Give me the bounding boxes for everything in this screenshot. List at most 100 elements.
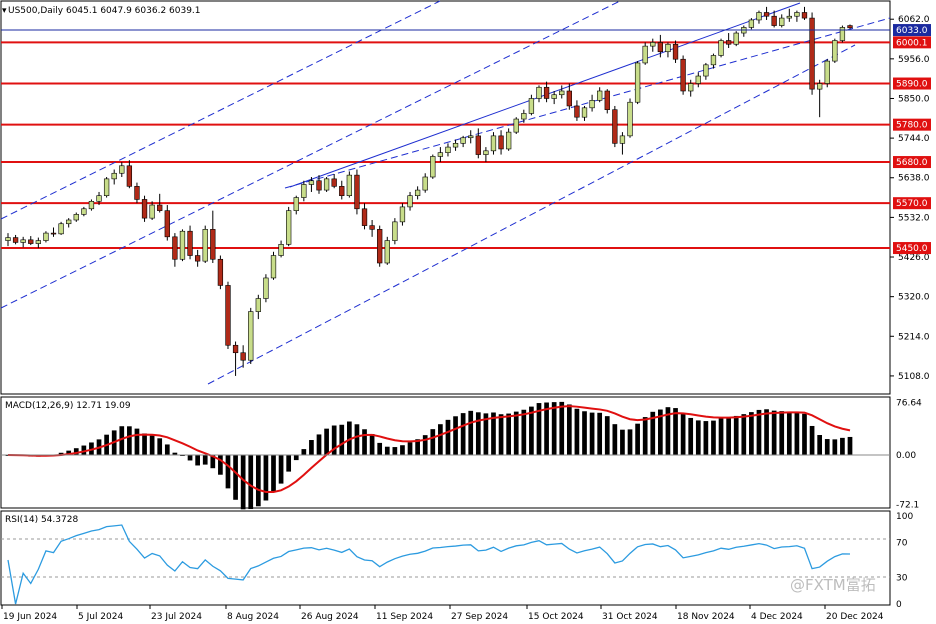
macd-histogram-bar — [187, 455, 193, 461]
candle-body — [528, 98, 535, 114]
macd-histogram-bar — [589, 412, 595, 455]
candle-body — [786, 15, 792, 19]
macd-histogram-bar — [346, 421, 352, 455]
candle-body — [559, 90, 565, 96]
candle-body — [756, 12, 762, 21]
candle — [179, 229, 186, 262]
x-tick-label: 11 Sep 2024 — [376, 612, 433, 622]
candle-body — [240, 352, 246, 361]
y-tick-label: 5850.0 — [898, 94, 930, 104]
candle-body — [710, 55, 717, 66]
macd-histogram-bar — [430, 429, 436, 455]
candle-body — [187, 230, 193, 256]
candle-body — [422, 176, 428, 191]
macd-y-tick-label: 76.64 — [896, 398, 922, 408]
collapse-triangle-icon[interactable]: ▾ — [2, 6, 7, 16]
level-label-box — [893, 77, 931, 90]
macd-histogram-bar — [248, 455, 254, 510]
candle — [119, 162, 125, 177]
macd-histogram-bar — [210, 455, 216, 469]
macd-histogram-bar — [597, 412, 603, 455]
candle — [839, 25, 846, 43]
candle — [490, 132, 497, 155]
macd-histogram-bar — [786, 411, 792, 455]
candle — [817, 79, 823, 118]
candle-body — [179, 230, 186, 260]
candle-body — [763, 12, 770, 17]
candle — [81, 206, 87, 217]
candle — [263, 274, 269, 303]
macd-histogram-bar — [362, 429, 367, 455]
level-label: 5570.0 — [896, 199, 928, 209]
macd-histogram-bar — [521, 409, 527, 455]
macd-histogram-bar — [559, 401, 565, 455]
macd-histogram-bar — [415, 439, 420, 455]
macd-histogram-bar — [369, 434, 375, 455]
x-tick-label: 19 Jun 2024 — [3, 612, 57, 622]
candle — [483, 147, 489, 163]
candle — [642, 42, 648, 65]
level-label-box — [893, 36, 931, 49]
candle-body — [771, 15, 777, 26]
watermark: @FXTM富拓 — [790, 576, 876, 594]
macd-histogram-bar — [802, 413, 807, 455]
macd-histogram-bar — [255, 455, 261, 507]
level-label-box — [893, 118, 931, 131]
candle — [346, 171, 353, 198]
macd-histogram-bar — [620, 429, 625, 455]
candle-body — [824, 60, 830, 84]
candle-body — [505, 131, 512, 150]
candle-body — [293, 197, 299, 211]
macd-histogram-bar — [566, 404, 572, 455]
candle — [786, 8, 792, 22]
candle — [695, 72, 701, 88]
macd-histogram-bar — [832, 439, 838, 455]
candle — [157, 193, 163, 213]
candle — [430, 154, 436, 179]
candle-body — [263, 277, 269, 299]
macd-histogram-bar — [718, 418, 724, 455]
candle — [399, 203, 406, 226]
candle-body — [286, 210, 292, 245]
candle — [445, 143, 451, 157]
candle-body — [12, 237, 19, 243]
candle — [468, 130, 474, 144]
level-label: 5890.0 — [896, 80, 928, 90]
candle — [688, 79, 694, 97]
macd-histogram-bar — [529, 406, 534, 455]
macd-histogram-bar — [741, 414, 747, 455]
macd-histogram-bar — [642, 417, 648, 455]
candle-body — [58, 223, 64, 235]
x-tick-label: 15 Oct 2024 — [528, 612, 584, 622]
candle-body — [119, 165, 125, 174]
macd-histogram-bar — [392, 447, 398, 455]
candle-body — [361, 208, 368, 226]
candle — [35, 237, 41, 249]
y-tick-label: 5532.0 — [898, 213, 930, 223]
candle-body — [733, 32, 739, 45]
macd-histogram-bar — [847, 436, 853, 455]
trend-channels — [0, 0, 891, 385]
macd-histogram-bar — [309, 440, 314, 455]
candle-body — [566, 90, 572, 107]
candle — [794, 10, 800, 22]
candle — [58, 221, 64, 235]
rsi-y-tick-label: 100 — [896, 512, 913, 522]
candle — [377, 225, 383, 267]
candle — [172, 233, 178, 267]
candle-body — [43, 232, 49, 241]
candle-body — [88, 201, 95, 210]
macd-histogram-bar — [665, 407, 671, 455]
macd-histogram-bar — [66, 450, 72, 455]
x-tick-label: 8 Aug 2024 — [227, 612, 279, 622]
candle-body — [194, 255, 201, 262]
candle-body — [665, 43, 671, 53]
candle — [475, 128, 481, 159]
candle-body — [490, 135, 497, 152]
candle — [612, 105, 618, 148]
current-price-box — [893, 24, 931, 37]
chart-title: US500,Daily 6045.1 6047.9 6036.2 6039.1 — [8, 6, 201, 16]
macd-histogram-bar — [498, 414, 504, 455]
candle — [414, 186, 421, 200]
macd-histogram-bar — [164, 444, 170, 455]
